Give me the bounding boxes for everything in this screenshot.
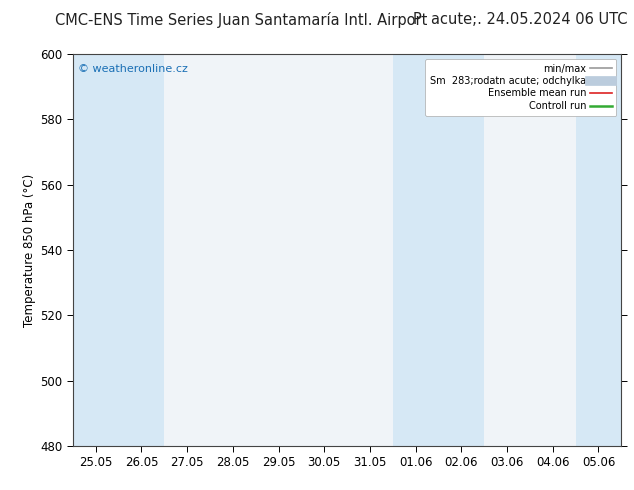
- Y-axis label: Temperature 850 hPa (°C): Temperature 850 hPa (°C): [23, 173, 36, 326]
- Text: © weatheronline.cz: © weatheronline.cz: [79, 64, 188, 74]
- Bar: [119, 54, 164, 446]
- Text: CMC-ENS Time Series Juan Santamaría Intl. Airport: CMC-ENS Time Series Juan Santamaría Intl…: [55, 12, 427, 28]
- Bar: [393, 54, 439, 446]
- Text: P  acute;. 24.05.2024 06 UTC: P acute;. 24.05.2024 06 UTC: [413, 12, 628, 27]
- Legend: min/max, Sm  283;rodatn acute; odchylka, Ensemble mean run, Controll run: min/max, Sm 283;rodatn acute; odchylka, …: [425, 59, 616, 116]
- Bar: [576, 54, 621, 446]
- Bar: [73, 54, 119, 446]
- Bar: [439, 54, 484, 446]
